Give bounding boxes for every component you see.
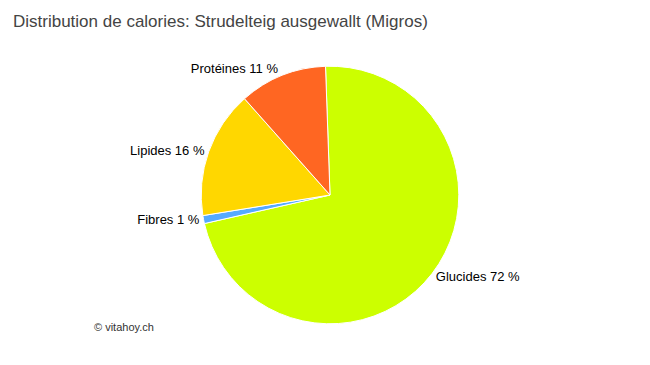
svg-text:Glucides 72 %: Glucides 72 % (436, 269, 520, 284)
svg-text:Lipides 16 %: Lipides 16 % (130, 143, 205, 158)
svg-text:Distribution de calories: Stru: Distribution de calories: Strudelteig au… (13, 12, 428, 31)
svg-text:Fibres 1 %: Fibres 1 % (137, 212, 200, 227)
svg-text:Protéines 11 %: Protéines 11 % (191, 61, 279, 76)
svg-text:© vitahoy.ch: © vitahoy.ch (94, 321, 154, 333)
